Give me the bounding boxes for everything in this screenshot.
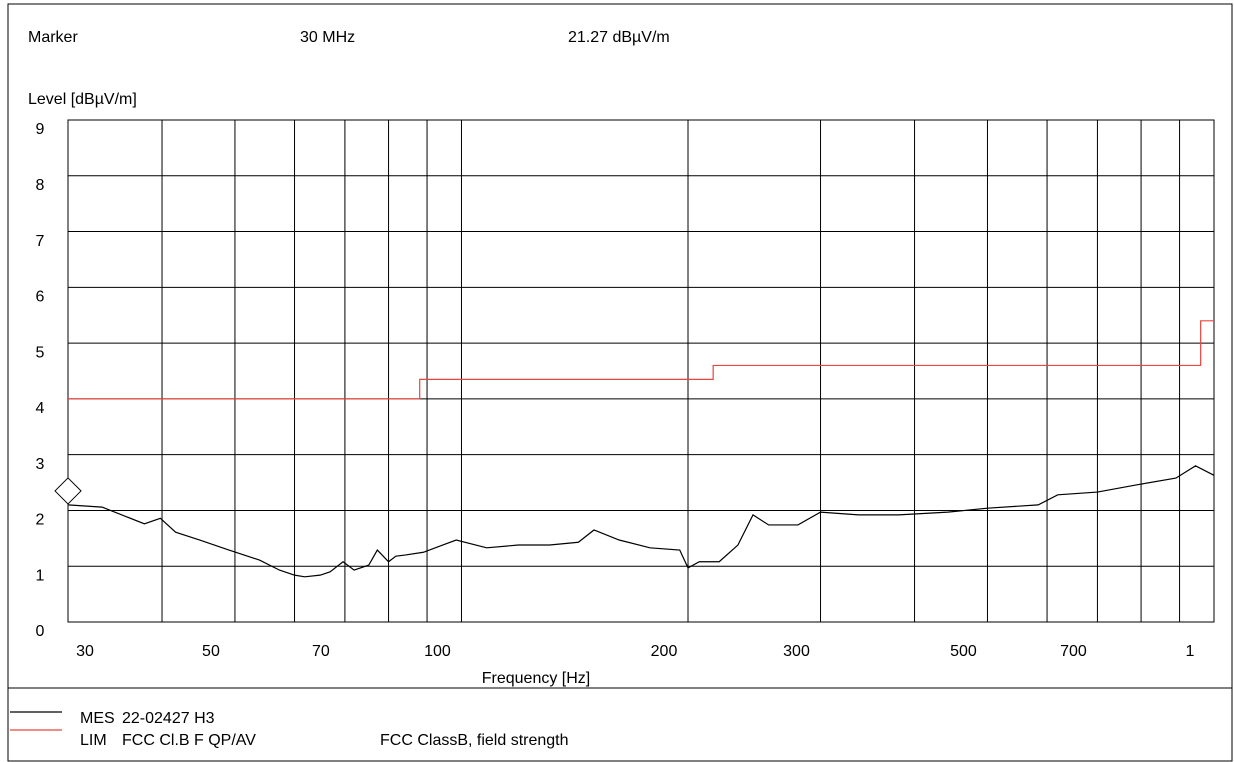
x-tick-label: 50 (202, 643, 220, 660)
legend-name: MES (80, 710, 115, 727)
y-tick-label: 0 (36, 623, 45, 640)
y-tick-label: 1 (36, 567, 45, 584)
x-axis-label: Frequency [Hz] (482, 670, 590, 687)
y-axis-label: Level [dBµV/m] (28, 91, 137, 108)
data-line (67, 465, 1215, 578)
marker-frequency: 30 MHz (300, 29, 355, 46)
x-tick-label: 30 (76, 643, 94, 660)
x-tick-label: 300 (783, 643, 810, 660)
y-tick-label: 9 (36, 121, 45, 138)
legend-note: FCC ClassB, field strength (380, 732, 569, 749)
frame (7, 3, 1233, 762)
legend-description: FCC Cl.B F QP/AV (122, 732, 256, 749)
x-tick-label: 500 (950, 643, 977, 660)
x-tick-label: 200 (651, 643, 678, 660)
marker-label: Marker (28, 29, 78, 46)
legend-description: 22-02427 H3 (122, 710, 215, 727)
x-tick-label: 1 (1186, 643, 1195, 660)
x-tick-label: 700 (1060, 643, 1087, 660)
y-tick-label: 2 (36, 512, 45, 529)
plot-area (67, 119, 1215, 623)
y-tick-label: 8 (36, 177, 45, 194)
y-tick-label: 6 (36, 289, 45, 306)
x-tick-label: 70 (312, 643, 330, 660)
y-tick-label: 7 (36, 233, 45, 250)
y-tick-label: 5 (36, 344, 45, 361)
legend-name: LIM (80, 732, 107, 749)
x-tick-label: 100 (424, 643, 451, 660)
y-tick-label: 4 (36, 400, 45, 417)
data-line (68, 320, 1214, 400)
marker-diamond (54, 477, 82, 505)
y-tick-label: 3 (36, 456, 45, 473)
marker-level: 21.27 dBµV/m (568, 29, 670, 46)
